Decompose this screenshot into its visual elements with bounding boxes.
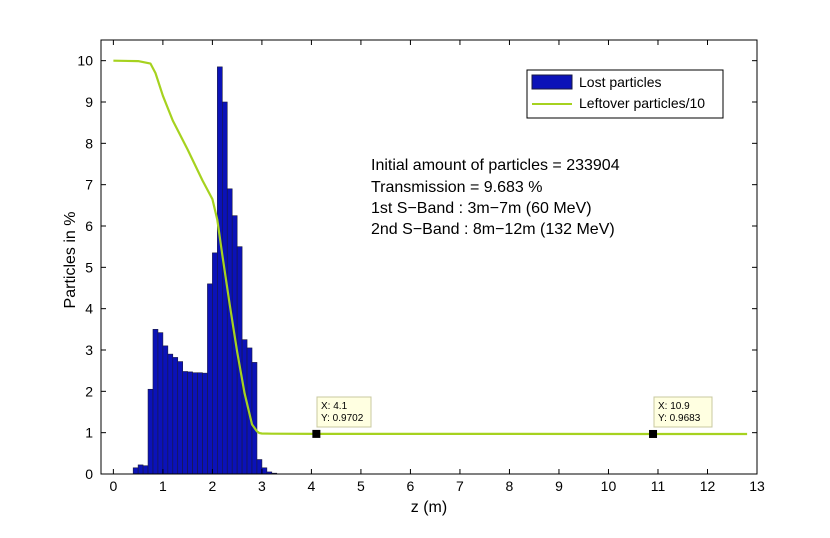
y-tick-label: 6	[85, 218, 93, 234]
bar	[142, 465, 149, 475]
bar	[187, 371, 193, 475]
x-tick-label: 8	[506, 478, 514, 494]
datatip-x-label: X: 10.9	[658, 401, 690, 412]
bar	[261, 467, 268, 475]
y-axis-label: Particles in %	[62, 212, 79, 309]
bar	[241, 339, 248, 475]
bar	[226, 188, 233, 475]
y-tick-label: 2	[85, 383, 93, 399]
bar-series	[132, 66, 278, 475]
series-line-leftover-particles	[113, 59, 748, 436]
x-tick-label: 0	[109, 478, 117, 494]
y-tick-label: 8	[85, 135, 93, 151]
y-tick-label: 10	[77, 53, 93, 69]
info-line-first-sband: 1st S−Band : 3m−7m (60 MeV)	[371, 200, 592, 217]
x-tick-label: 6	[407, 478, 415, 494]
y-tick-label: 0	[85, 466, 93, 482]
x-tick-label: 2	[208, 478, 216, 494]
y-tick-label: 1	[85, 425, 93, 441]
bar	[251, 362, 258, 475]
datatip-x-label: X: 4.1	[321, 401, 348, 412]
bar	[182, 371, 188, 475]
info-line-initial-amount: Initial amount of particles = 233904	[371, 157, 620, 174]
x-tick-label: 3	[258, 478, 266, 494]
info-annotation: Initial amount of particles = 233904 Tra…	[371, 157, 620, 238]
bar	[177, 361, 183, 475]
datatip-y-label: Y: 0.9683	[658, 413, 701, 424]
datatip-marker[interactable]	[312, 429, 321, 438]
y-tick-label: 3	[85, 342, 93, 358]
bar	[152, 329, 159, 475]
line-series	[113, 59, 748, 436]
datatip-marker[interactable]	[649, 429, 658, 438]
plot-area-border	[100, 39, 758, 475]
datatip-y-label: Y: 0.9702	[321, 413, 364, 424]
legend-swatch-lost-particles	[531, 74, 573, 90]
bar	[192, 372, 198, 475]
y-tick-label: 5	[85, 259, 93, 275]
datatip-1[interactable]: X: 4.1 Y: 0.9702	[312, 396, 372, 438]
bar	[137, 464, 144, 475]
x-tick-label: 11	[651, 478, 666, 494]
x-tick-label: 9	[555, 478, 563, 494]
bar	[172, 357, 179, 475]
info-line-second-sband: 2nd S−Band : 8m−12m (132 MeV)	[371, 221, 615, 238]
x-tick-label: 4	[308, 478, 316, 494]
datatip-box	[316, 396, 372, 428]
bar	[256, 459, 263, 475]
bar	[167, 353, 174, 475]
bar	[207, 283, 213, 475]
bar	[202, 372, 208, 475]
x-tick-label: 5	[357, 478, 365, 494]
bar	[217, 66, 223, 475]
x-tick-label: 12	[700, 478, 716, 494]
y-tick-label: 4	[85, 301, 93, 317]
bar	[157, 332, 164, 475]
x-axis-label: z (m)	[411, 499, 447, 516]
bar	[132, 467, 139, 475]
bar	[197, 372, 203, 475]
x-tick-label: 13	[749, 478, 765, 494]
datatip-2[interactable]: X: 10.9 Y: 0.9683	[649, 396, 713, 438]
x-tick-label: 7	[456, 478, 464, 494]
bar	[147, 388, 154, 475]
info-line-transmission: Transmission = 9.683 %	[371, 179, 542, 196]
y-tick-label: 9	[85, 94, 93, 110]
legend-label-leftover-particles: Leftover particles/10	[579, 95, 705, 111]
y-tick-label: 7	[85, 177, 93, 193]
datatip-box	[653, 396, 713, 428]
axes	[100, 39, 758, 475]
bar	[212, 252, 218, 475]
x-tick-label: 1	[159, 478, 167, 494]
legend: Lost particles Leftover particles/10	[526, 69, 724, 119]
bar	[162, 345, 169, 475]
legend-label-lost-particles: Lost particles	[579, 74, 661, 90]
x-tick-label: 10	[601, 478, 617, 494]
